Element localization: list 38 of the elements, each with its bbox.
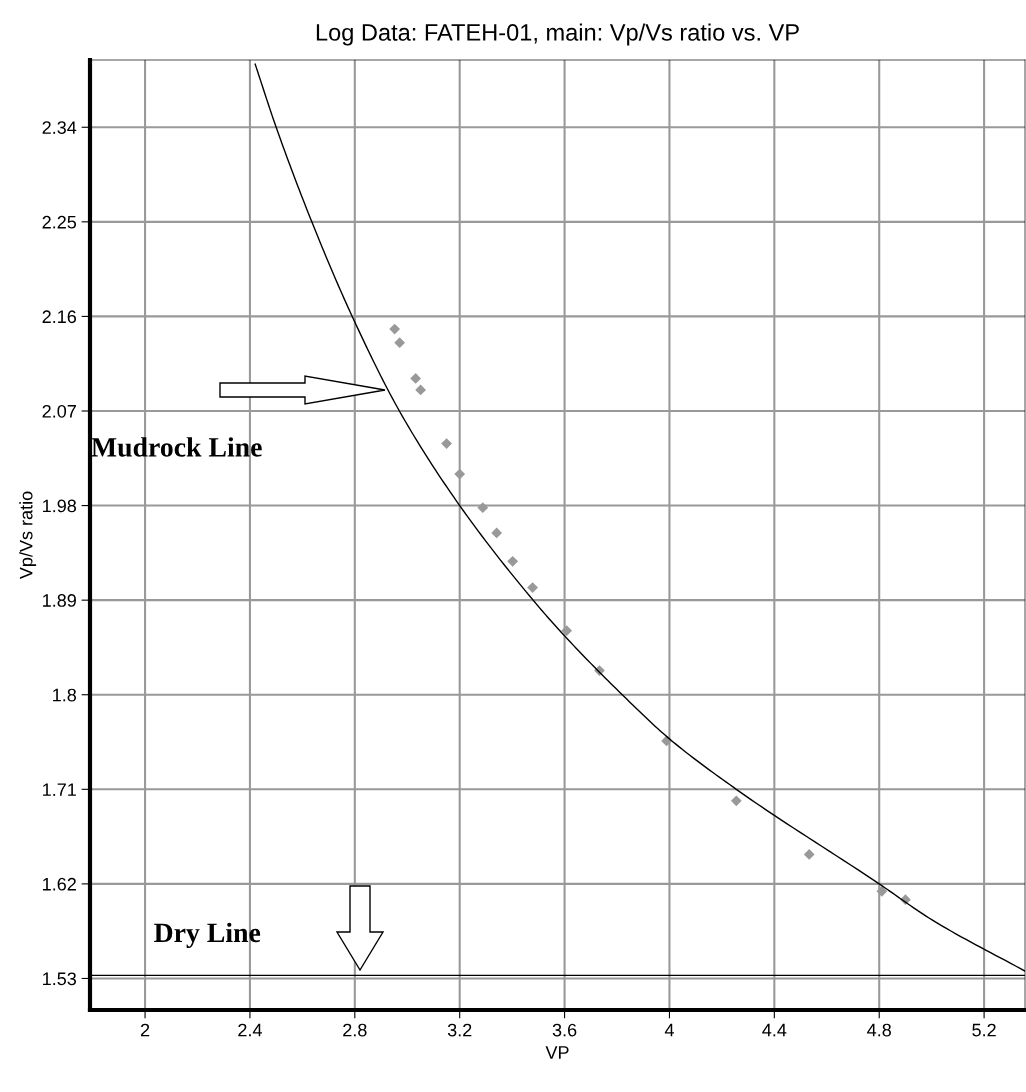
x-tick-label: 2 <box>140 1023 150 1037</box>
point <box>389 323 401 335</box>
x-tick-label: 3.6 <box>552 1023 577 1037</box>
point <box>803 849 815 860</box>
y-tick-label: 1.71 <box>43 783 76 796</box>
point <box>410 373 422 384</box>
point <box>876 885 888 897</box>
y-tick-label: 2.07 <box>42 404 76 418</box>
y-axis-title: Vp/Vs ratio <box>19 491 37 580</box>
y-tick-label: 1.8 <box>53 688 77 702</box>
x-tick-label: 4.8 <box>867 1023 891 1037</box>
x-axis-title: VP <box>545 1046 569 1059</box>
point <box>730 795 742 807</box>
y-tick-label: 2.16 <box>42 310 77 324</box>
point <box>415 384 427 396</box>
annotation: Mudrock Line <box>91 437 262 457</box>
y-tick-label: 1.53 <box>43 972 77 986</box>
point <box>477 502 489 514</box>
point <box>561 625 573 637</box>
y-tick-label: 1.98 <box>43 499 77 513</box>
x-tick-label: 2.8 <box>343 1023 367 1037</box>
x-tick-label: 2.4 <box>238 1023 262 1037</box>
y-tick-label: 2.25 <box>42 215 77 229</box>
chart-title: Log Data: FATEH-01, main: Vp/Vs ratio vs. VP <box>316 23 799 46</box>
point <box>441 438 452 449</box>
x-tick-label: 4 <box>664 1023 674 1037</box>
point <box>527 582 538 593</box>
point <box>454 468 466 480</box>
annotation: Dry Line <box>154 922 261 948</box>
y-tick-label: 2.34 <box>42 121 77 134</box>
x-tick-label: 3.2 <box>447 1023 472 1037</box>
x-tick-label: 4.4 <box>762 1023 787 1037</box>
point <box>394 337 406 349</box>
y-tick-label: 1.89 <box>43 594 76 607</box>
y-tick-label: 1.62 <box>43 877 76 891</box>
point <box>507 555 519 567</box>
point <box>491 527 503 539</box>
x-tick-label: 5.2 <box>972 1023 996 1037</box>
